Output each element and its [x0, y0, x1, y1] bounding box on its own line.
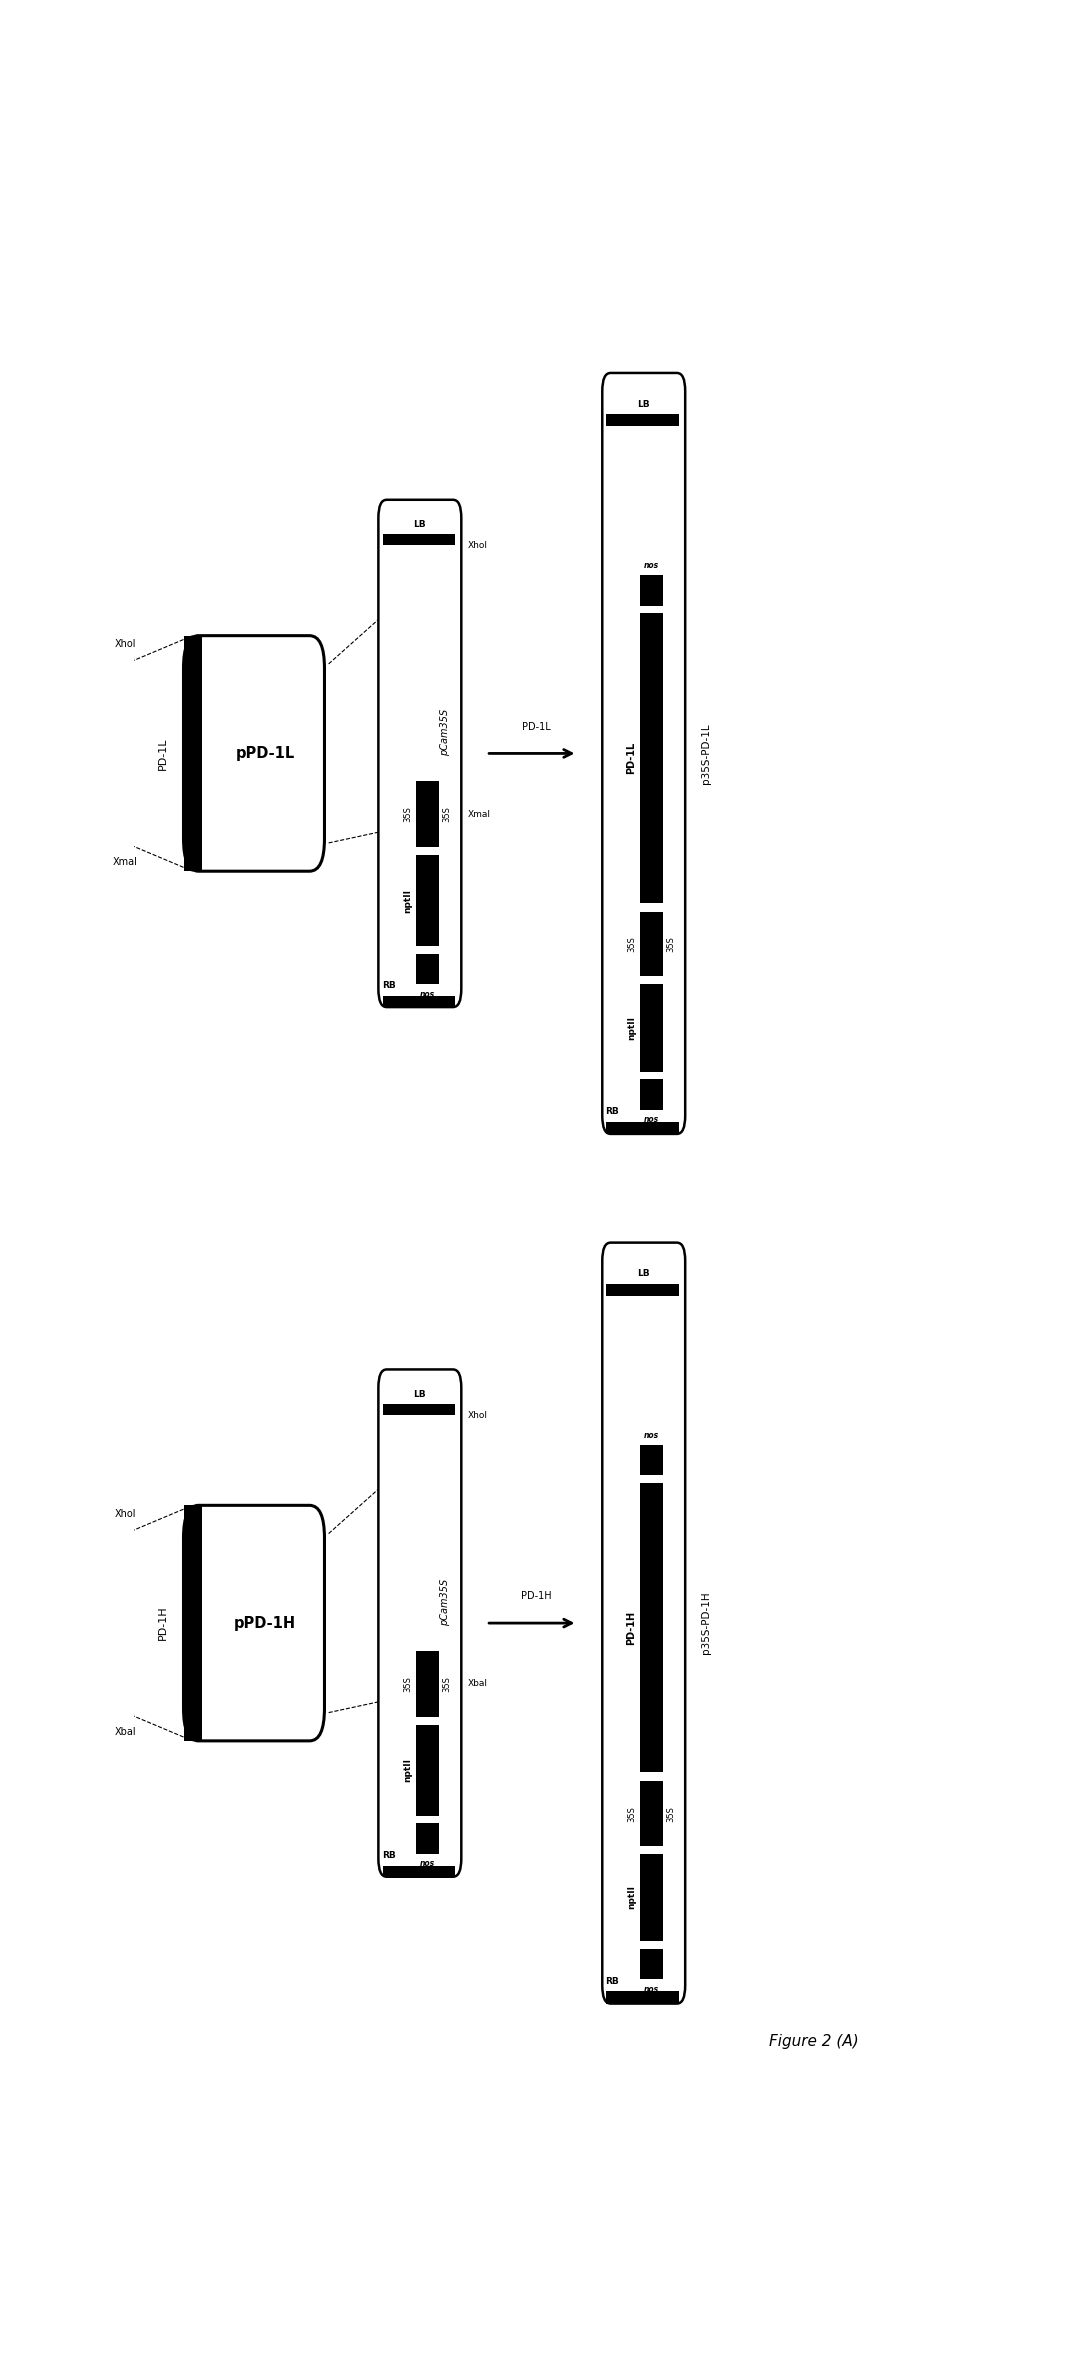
Text: RB: RB [606, 1108, 620, 1115]
Text: Xhol: Xhol [114, 1508, 136, 1520]
Text: nos: nos [644, 1115, 659, 1125]
Text: 35S: 35S [403, 807, 412, 821]
Text: LB: LB [638, 400, 651, 409]
FancyBboxPatch shape [184, 635, 324, 871]
Bar [640, 1445, 662, 1475]
FancyBboxPatch shape [602, 1242, 685, 2005]
Text: pCam35S: pCam35S [440, 1579, 449, 1626]
Text: 35S: 35S [442, 1675, 452, 1692]
Text: PD-1L: PD-1L [157, 736, 168, 769]
Bar [640, 1080, 662, 1111]
Text: 35S: 35S [627, 1805, 637, 1821]
FancyBboxPatch shape [379, 499, 461, 1007]
FancyBboxPatch shape [379, 1369, 461, 1878]
Bar [383, 1866, 456, 1878]
Bar [640, 911, 662, 976]
Bar [607, 1285, 679, 1297]
Bar [415, 854, 439, 946]
Text: nos: nos [419, 991, 434, 998]
Text: Xmal: Xmal [468, 809, 491, 819]
Text: Xhol: Xhol [468, 1409, 488, 1419]
Bar [184, 1506, 202, 1741]
Bar [415, 1725, 439, 1817]
Text: PD-1H: PD-1H [626, 1609, 637, 1645]
Bar [640, 1948, 662, 1979]
Text: PD-1H: PD-1H [521, 1591, 551, 1602]
Text: nos: nos [419, 1859, 434, 1868]
Text: Figure 2 (A): Figure 2 (A) [769, 2033, 858, 2049]
Bar [184, 635, 202, 871]
Bar [640, 1482, 662, 1772]
Text: Xbal: Xbal [114, 1727, 136, 1737]
Text: pCam35S: pCam35S [440, 708, 449, 755]
Text: 35S: 35S [667, 936, 675, 953]
Text: 35S: 35S [403, 1675, 412, 1692]
Bar [607, 1122, 679, 1134]
Bar [383, 534, 456, 546]
Text: p35S-PD-1L: p35S-PD-1L [701, 722, 710, 784]
Bar [640, 1781, 662, 1847]
Text: nptII: nptII [627, 1885, 637, 1908]
Text: nptII: nptII [403, 1758, 412, 1781]
Text: RB: RB [606, 1977, 620, 1986]
Text: Xhol: Xhol [114, 640, 136, 649]
Bar [640, 576, 662, 605]
Text: nos: nos [644, 560, 659, 569]
Text: Xmal: Xmal [113, 856, 138, 868]
Text: RB: RB [382, 981, 396, 991]
FancyBboxPatch shape [602, 374, 685, 1134]
Bar [415, 953, 439, 984]
Text: p35S-PD-1H: p35S-PD-1H [701, 1591, 710, 1654]
Text: Xhol: Xhol [468, 541, 488, 551]
Text: nos: nos [644, 1984, 659, 1993]
Text: LB: LB [638, 1268, 651, 1278]
Bar [415, 781, 439, 847]
Bar [383, 1405, 456, 1414]
Text: nos: nos [644, 1431, 659, 1440]
FancyBboxPatch shape [184, 1506, 324, 1741]
Text: nptII: nptII [403, 889, 412, 913]
Text: pPD-1H: pPD-1H [234, 1617, 296, 1631]
Bar [640, 984, 662, 1071]
Bar [415, 1652, 439, 1718]
Text: 35S: 35S [442, 807, 452, 821]
Bar [415, 1824, 439, 1854]
Text: PD-1H: PD-1H [157, 1605, 168, 1640]
Text: PD-1L: PD-1L [626, 741, 637, 774]
Text: 35S: 35S [667, 1805, 675, 1821]
Text: pPD-1L: pPD-1L [235, 746, 295, 760]
Text: RB: RB [382, 1852, 396, 1861]
Bar [607, 1991, 679, 2005]
Bar [607, 414, 679, 426]
Text: Xbal: Xbal [468, 1680, 488, 1689]
Text: nptII: nptII [627, 1016, 637, 1040]
Text: LB: LB [413, 1391, 426, 1398]
Text: PD-1L: PD-1L [521, 722, 550, 732]
Bar [640, 1854, 662, 1941]
Bar [383, 995, 456, 1007]
Bar [640, 614, 662, 904]
Text: LB: LB [413, 520, 426, 529]
Text: 35S: 35S [627, 936, 637, 953]
